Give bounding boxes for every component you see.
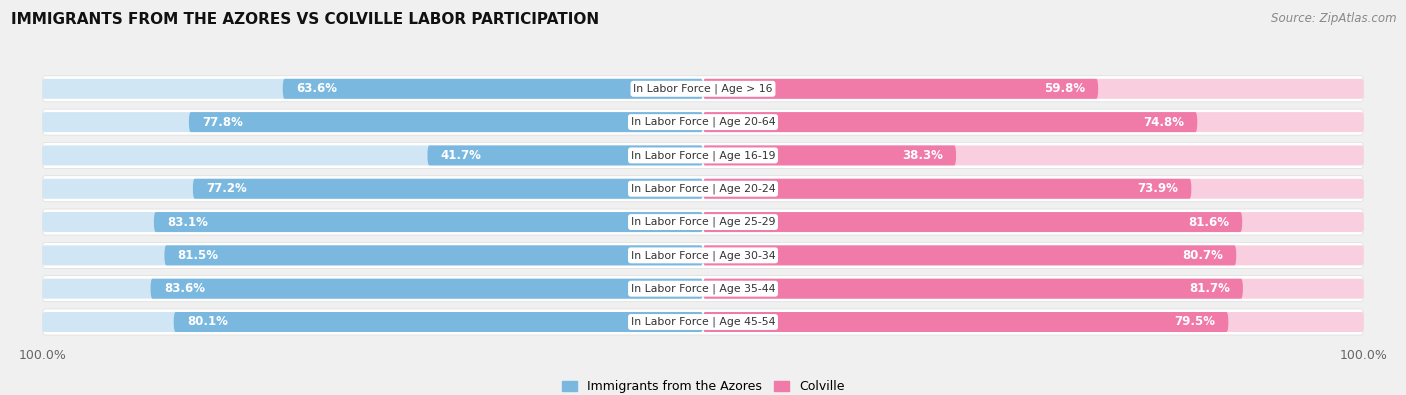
Text: In Labor Force | Age 20-24: In Labor Force | Age 20-24: [631, 184, 775, 194]
Text: 41.7%: 41.7%: [440, 149, 481, 162]
Text: In Labor Force | Age 30-34: In Labor Force | Age 30-34: [631, 250, 775, 261]
Text: In Labor Force | Age 16-19: In Labor Force | Age 16-19: [631, 150, 775, 161]
FancyBboxPatch shape: [42, 212, 703, 232]
FancyBboxPatch shape: [703, 312, 1364, 332]
Text: In Labor Force | Age > 16: In Labor Force | Age > 16: [633, 84, 773, 94]
FancyBboxPatch shape: [150, 279, 703, 299]
Text: 59.8%: 59.8%: [1043, 82, 1085, 95]
Text: In Labor Force | Age 35-44: In Labor Force | Age 35-44: [631, 284, 775, 294]
Text: 38.3%: 38.3%: [903, 149, 943, 162]
Text: 81.7%: 81.7%: [1189, 282, 1230, 295]
FancyBboxPatch shape: [42, 245, 703, 265]
FancyBboxPatch shape: [193, 179, 703, 199]
Text: 77.8%: 77.8%: [202, 116, 243, 129]
FancyBboxPatch shape: [703, 245, 1364, 265]
Text: In Labor Force | Age 20-64: In Labor Force | Age 20-64: [631, 117, 775, 127]
Text: 80.7%: 80.7%: [1182, 249, 1223, 262]
FancyBboxPatch shape: [42, 112, 703, 132]
FancyBboxPatch shape: [703, 145, 956, 166]
FancyBboxPatch shape: [42, 209, 1364, 235]
Text: 81.6%: 81.6%: [1188, 216, 1229, 229]
FancyBboxPatch shape: [42, 79, 703, 99]
FancyBboxPatch shape: [42, 109, 1364, 135]
FancyBboxPatch shape: [174, 312, 703, 332]
FancyBboxPatch shape: [703, 79, 1364, 99]
Text: 79.5%: 79.5%: [1174, 316, 1215, 329]
FancyBboxPatch shape: [188, 112, 703, 132]
FancyBboxPatch shape: [42, 176, 1364, 202]
Text: In Labor Force | Age 25-29: In Labor Force | Age 25-29: [631, 217, 775, 227]
FancyBboxPatch shape: [703, 212, 1243, 232]
Text: 74.8%: 74.8%: [1143, 116, 1184, 129]
Text: In Labor Force | Age 45-54: In Labor Force | Age 45-54: [631, 317, 775, 327]
FancyBboxPatch shape: [153, 212, 703, 232]
Text: IMMIGRANTS FROM THE AZORES VS COLVILLE LABOR PARTICIPATION: IMMIGRANTS FROM THE AZORES VS COLVILLE L…: [11, 12, 599, 27]
FancyBboxPatch shape: [42, 279, 703, 299]
FancyBboxPatch shape: [703, 112, 1364, 132]
FancyBboxPatch shape: [42, 143, 1364, 168]
FancyBboxPatch shape: [283, 79, 703, 99]
FancyBboxPatch shape: [703, 212, 1364, 232]
FancyBboxPatch shape: [703, 279, 1364, 299]
Text: 83.1%: 83.1%: [167, 216, 208, 229]
FancyBboxPatch shape: [703, 245, 1236, 265]
FancyBboxPatch shape: [427, 145, 703, 166]
FancyBboxPatch shape: [703, 179, 1364, 199]
Text: 81.5%: 81.5%: [177, 249, 219, 262]
FancyBboxPatch shape: [42, 276, 1364, 302]
Text: 83.6%: 83.6%: [163, 282, 205, 295]
Text: 80.1%: 80.1%: [187, 316, 228, 329]
FancyBboxPatch shape: [42, 145, 703, 166]
FancyBboxPatch shape: [42, 309, 1364, 335]
FancyBboxPatch shape: [703, 112, 1198, 132]
FancyBboxPatch shape: [703, 279, 1243, 299]
Text: Source: ZipAtlas.com: Source: ZipAtlas.com: [1271, 12, 1396, 25]
FancyBboxPatch shape: [703, 312, 1229, 332]
Legend: Immigrants from the Azores, Colville: Immigrants from the Azores, Colville: [557, 375, 849, 395]
FancyBboxPatch shape: [703, 79, 1098, 99]
FancyBboxPatch shape: [165, 245, 703, 265]
Text: 63.6%: 63.6%: [295, 82, 337, 95]
FancyBboxPatch shape: [703, 145, 1364, 166]
FancyBboxPatch shape: [42, 76, 1364, 102]
Text: 77.2%: 77.2%: [207, 182, 247, 195]
FancyBboxPatch shape: [42, 243, 1364, 268]
Text: 73.9%: 73.9%: [1137, 182, 1178, 195]
FancyBboxPatch shape: [42, 179, 703, 199]
FancyBboxPatch shape: [703, 179, 1191, 199]
FancyBboxPatch shape: [42, 312, 703, 332]
